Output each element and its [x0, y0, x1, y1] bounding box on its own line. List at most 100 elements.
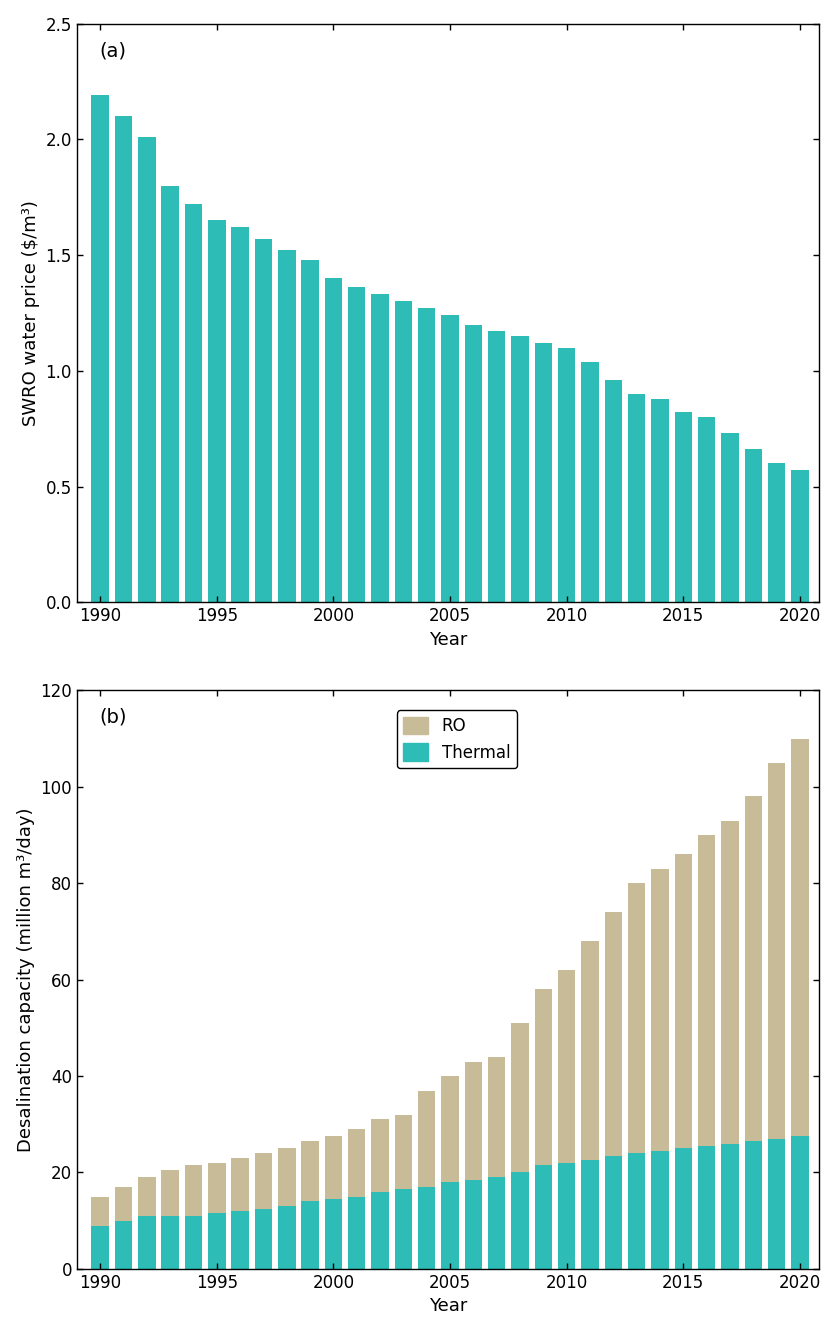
Bar — [348, 1130, 365, 1269]
Bar — [92, 1225, 109, 1269]
Bar — [138, 137, 155, 602]
Bar — [791, 470, 809, 602]
Text: (a): (a) — [99, 41, 126, 60]
Bar — [92, 96, 109, 602]
Bar — [418, 1091, 435, 1269]
X-axis label: Year: Year — [428, 630, 467, 649]
Bar — [465, 325, 482, 602]
Bar — [791, 738, 809, 1269]
Bar — [348, 1196, 365, 1269]
Bar — [302, 260, 319, 602]
Bar — [371, 1192, 389, 1269]
Bar — [208, 1213, 225, 1269]
Bar — [744, 449, 762, 602]
Bar — [651, 868, 669, 1269]
Bar — [581, 1160, 599, 1269]
Bar — [698, 1146, 716, 1269]
Bar — [185, 204, 202, 602]
Bar — [161, 1169, 179, 1269]
Bar — [371, 1119, 389, 1269]
Bar — [441, 316, 459, 602]
Bar — [488, 1177, 506, 1269]
Bar — [722, 433, 738, 602]
Bar — [161, 185, 179, 602]
Bar — [768, 1139, 785, 1269]
Bar — [675, 413, 692, 602]
Bar — [115, 116, 132, 602]
Bar — [534, 990, 552, 1269]
Bar — [675, 1148, 692, 1269]
Bar — [605, 912, 622, 1269]
Bar — [325, 1136, 342, 1269]
Bar — [255, 1154, 272, 1269]
Bar — [418, 308, 435, 602]
Bar — [581, 942, 599, 1269]
Bar — [231, 228, 249, 602]
Bar — [278, 1148, 296, 1269]
Bar — [627, 394, 645, 602]
Bar — [115, 1187, 132, 1269]
Bar — [465, 1180, 482, 1269]
Bar — [744, 1142, 762, 1269]
Bar — [675, 854, 692, 1269]
Bar — [768, 464, 785, 602]
Bar — [465, 1062, 482, 1269]
Bar — [558, 970, 575, 1269]
Bar — [744, 797, 762, 1269]
Bar — [651, 1151, 669, 1269]
Bar — [627, 883, 645, 1269]
Bar — [161, 1216, 179, 1269]
Bar — [768, 763, 785, 1269]
Legend: RO, Thermal: RO, Thermal — [396, 710, 517, 769]
Bar — [325, 1199, 342, 1269]
X-axis label: Year: Year — [428, 1297, 467, 1315]
Bar — [255, 1208, 272, 1269]
Bar — [558, 1163, 575, 1269]
Bar — [534, 1166, 552, 1269]
Y-axis label: SWRO water price ($/m³): SWRO water price ($/m³) — [22, 200, 40, 426]
Bar — [302, 1142, 319, 1269]
Bar — [698, 835, 716, 1269]
Bar — [488, 332, 506, 602]
Bar — [698, 417, 716, 602]
Bar — [395, 1115, 412, 1269]
Bar — [395, 1189, 412, 1269]
Bar — [231, 1211, 249, 1269]
Bar — [185, 1216, 202, 1269]
Bar — [722, 821, 738, 1269]
Bar — [627, 1154, 645, 1269]
Bar — [605, 380, 622, 602]
Bar — [581, 361, 599, 602]
Bar — [92, 1196, 109, 1269]
Bar — [278, 250, 296, 602]
Bar — [185, 1166, 202, 1269]
Bar — [231, 1158, 249, 1269]
Bar — [441, 1181, 459, 1269]
Bar — [418, 1187, 435, 1269]
Bar — [325, 278, 342, 602]
Bar — [512, 1023, 528, 1269]
Bar — [278, 1207, 296, 1269]
Bar — [208, 1163, 225, 1269]
Bar — [371, 294, 389, 602]
Bar — [115, 1220, 132, 1269]
Bar — [138, 1216, 155, 1269]
Bar — [208, 220, 225, 602]
Bar — [512, 336, 528, 602]
Bar — [605, 1156, 622, 1269]
Bar — [302, 1201, 319, 1269]
Bar — [395, 301, 412, 602]
Bar — [488, 1056, 506, 1269]
Bar — [534, 344, 552, 602]
Bar — [441, 1076, 459, 1269]
Bar — [558, 348, 575, 602]
Bar — [138, 1177, 155, 1269]
Bar — [255, 238, 272, 602]
Bar — [791, 1136, 809, 1269]
Bar — [512, 1172, 528, 1269]
Bar — [348, 288, 365, 602]
Bar — [722, 1144, 738, 1269]
Bar — [651, 398, 669, 602]
Text: (b): (b) — [99, 707, 127, 727]
Y-axis label: Desalination capacity (million m³/day): Desalination capacity (million m³/day) — [17, 807, 34, 1152]
